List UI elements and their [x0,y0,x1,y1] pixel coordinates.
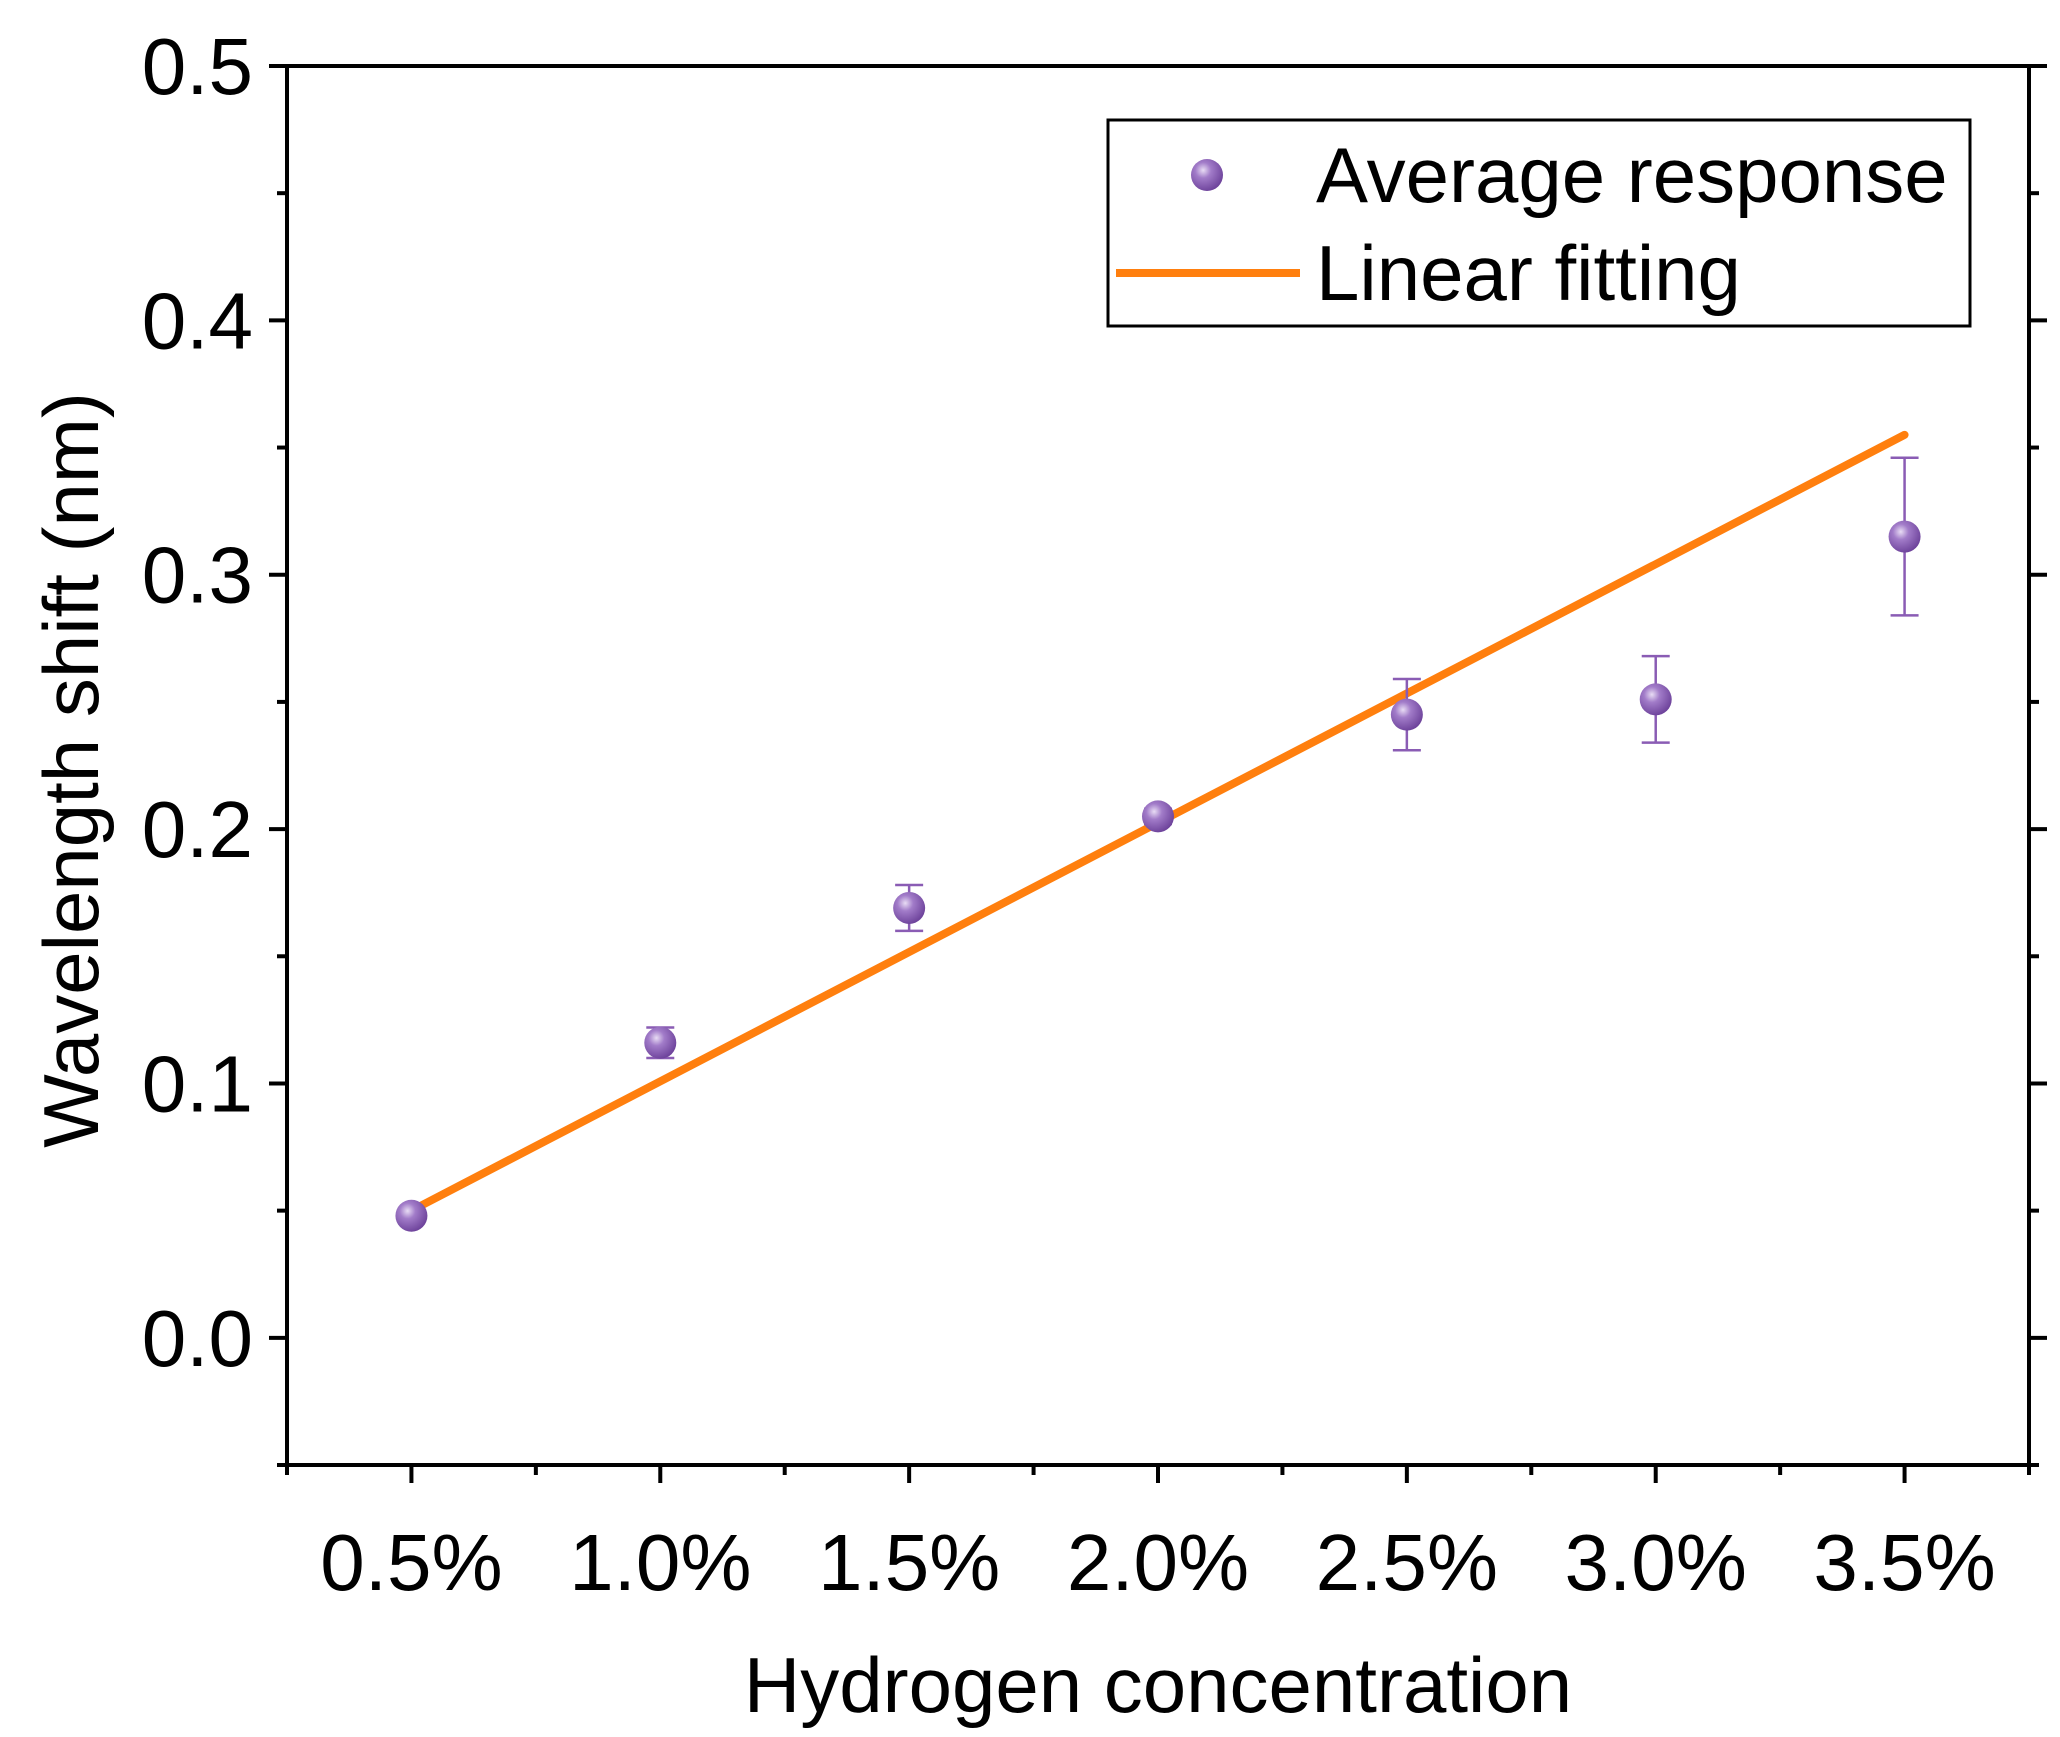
data-point [1142,800,1174,833]
x-axis-title: Hydrogen concentration [744,1641,1572,1729]
data-point [1390,698,1423,731]
legend: Average response Linear fitting [1106,118,1972,328]
x-tick-label: 3.0% [1565,1518,1747,1607]
data-point [893,891,926,924]
legend-marker-average-response [1191,159,1223,191]
x-axis-ticks [285,1465,2031,1483]
x-tick-label: 2.5% [1316,1518,1498,1607]
legend-label-linear-fitting: Linear fitting [1316,229,1741,317]
x-axis-tick-labels: 0.5% 1.0% 1.5% 2.0% 2.5% 3.0% 3.5% [320,1518,1995,1607]
x-tick-label: 2.0% [1067,1518,1249,1607]
data-point [395,1199,428,1232]
data-points [395,520,1921,1232]
y-axis-title: Wavelength shift (nm) [27,392,115,1148]
x-tick-label: 1.5% [818,1518,1000,1607]
y-tick-label: 0.1 [142,1039,253,1128]
y-tick-label: 0.4 [142,276,253,365]
y-axis-tick-labels: 0.0 0.1 0.2 0.3 0.4 0.5 [142,22,253,1383]
x-tick-label: 3.5% [1813,1518,1995,1607]
data-point [1639,683,1672,716]
y-tick-label: 0.3 [142,531,253,620]
legend-frame [1106,118,1972,328]
legend-label-average-response: Average response [1316,131,1948,219]
x-tick-label: 0.5% [320,1518,502,1607]
y-axis-ticks [269,64,2047,1467]
x-tick-label: 1.0% [569,1518,751,1607]
y-tick-label: 0.5 [142,22,253,111]
data-point [644,1026,677,1059]
data-point [1888,520,1921,553]
y-tick-label: 0.0 [142,1294,253,1383]
y-tick-label: 0.2 [142,785,253,874]
